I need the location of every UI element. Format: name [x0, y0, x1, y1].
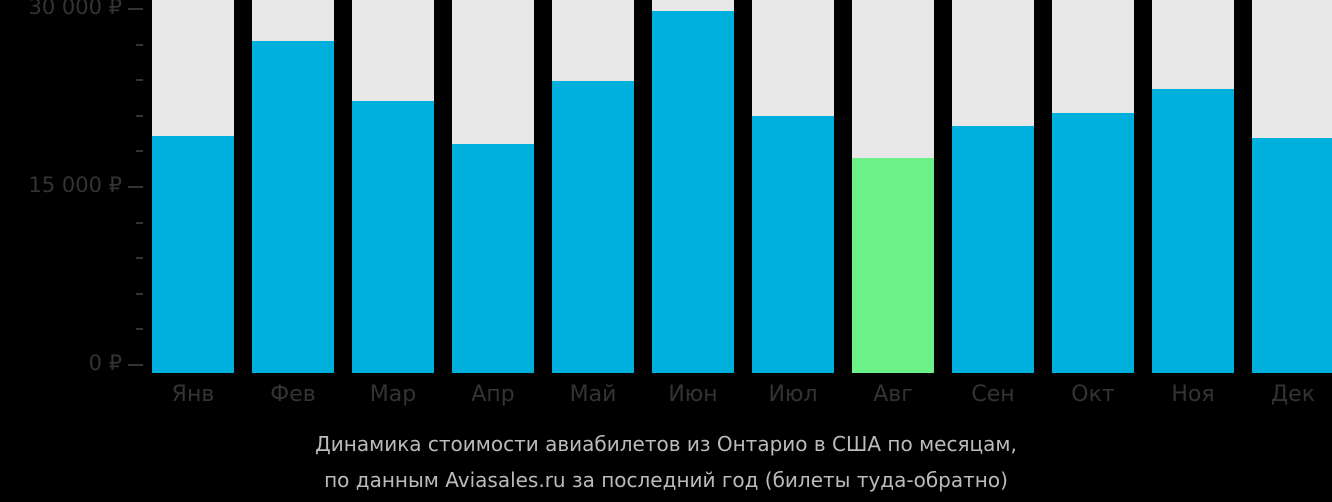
- bar-value-fill: [1052, 112, 1134, 373]
- bar-value-fill: [152, 135, 234, 373]
- bar-value-fill: [552, 81, 634, 373]
- x-tick-label: Июл: [768, 382, 818, 407]
- x-tick-label: Авг: [873, 382, 913, 407]
- x-tick-label: Май: [569, 382, 617, 407]
- bar-3: [352, 0, 434, 373]
- y-minor-tick: [136, 328, 143, 331]
- chart-caption-line1: Динамика стоимости авиабилетов из Онтари…: [315, 432, 1017, 456]
- bar-7: [752, 0, 834, 373]
- y-tick-label: 30 000 ₽: [28, 0, 122, 19]
- bar-value-fill: [752, 115, 834, 373]
- y-minor-tick: [136, 292, 143, 295]
- x-tick-label: Сен: [971, 382, 1015, 407]
- y-minor-tick: [136, 114, 143, 117]
- bar-value-fill: [952, 125, 1034, 373]
- y-tick-label: 0 ₽: [88, 351, 122, 375]
- x-tick-label: Фев: [270, 382, 316, 407]
- bar-value-fill: [452, 144, 534, 373]
- y-tick-label: 15 000 ₽: [28, 173, 122, 197]
- bar-value-fill: [1252, 137, 1332, 373]
- x-tick-label: Янв: [171, 382, 215, 407]
- x-tick-label: Ноя: [1171, 382, 1215, 407]
- y-minor-tick: [136, 79, 143, 82]
- bar-value-fill: [252, 41, 334, 373]
- y-minor-tick: [136, 150, 143, 153]
- y-minor-tick: [136, 257, 143, 260]
- bar-9: [952, 0, 1034, 373]
- x-tick-label: Июн: [668, 382, 718, 407]
- y-minor-tick: [136, 221, 143, 224]
- bar-1: [152, 0, 234, 373]
- chart-caption-line2: по данным Aviasales.ru за последний год …: [324, 468, 1008, 492]
- bar-5: [552, 0, 634, 373]
- y-minor-tick: [136, 43, 143, 46]
- bar-10: [1052, 0, 1134, 373]
- bar-8: [852, 0, 934, 373]
- x-tick-label: Дек: [1270, 382, 1315, 407]
- y-major-tick: [128, 364, 143, 366]
- bar-value-fill: [852, 157, 934, 373]
- bar-value-fill: [352, 100, 434, 373]
- bar-11: [1152, 0, 1234, 373]
- x-tick-label: Окт: [1071, 382, 1115, 407]
- y-major-tick: [128, 186, 143, 188]
- bar-2: [252, 0, 334, 373]
- bar-6: [652, 0, 734, 373]
- x-tick-label: Апр: [471, 382, 515, 407]
- bar-value-fill: [1152, 89, 1234, 373]
- y-major-tick: [128, 8, 143, 10]
- bar-value-fill: [652, 11, 734, 373]
- bar-4: [452, 0, 534, 373]
- x-tick-label: Мар: [369, 382, 417, 407]
- bar-12: [1252, 0, 1332, 373]
